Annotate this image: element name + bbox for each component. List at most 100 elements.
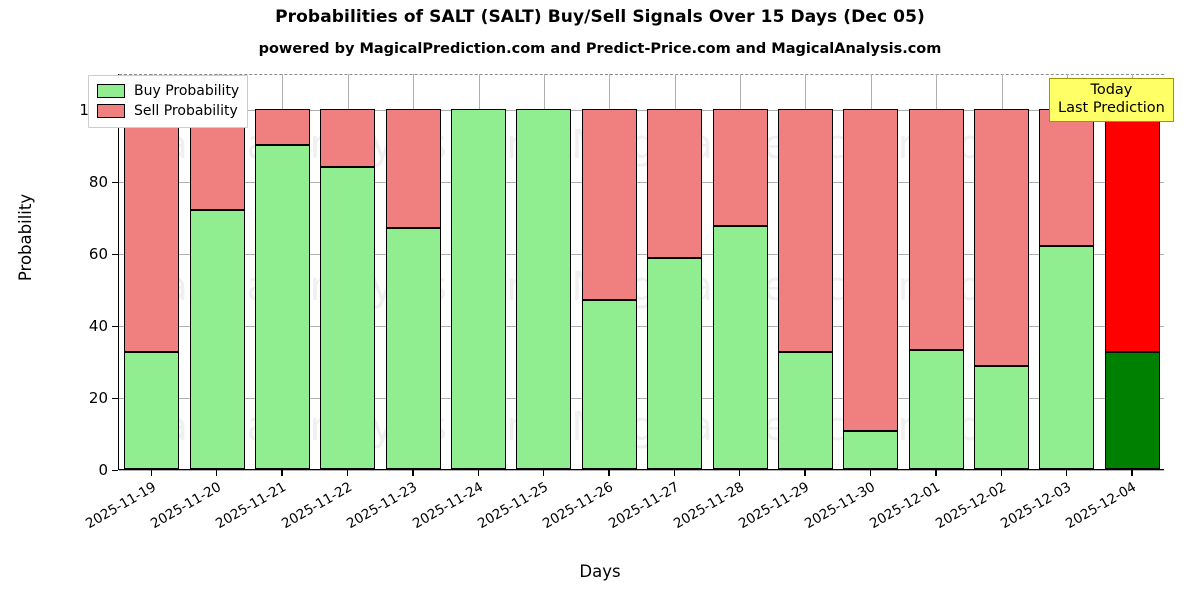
x-axis-tick-mark <box>1000 470 1002 476</box>
x-axis-tick-label: 2025-11-20 <box>148 479 225 533</box>
bar-segment-buy[interactable] <box>124 352 180 469</box>
bar-segment-sell[interactable] <box>843 109 899 432</box>
legend-item-buy[interactable]: Buy Probability <box>97 81 239 101</box>
x-axis-tick-mark <box>608 470 610 476</box>
bar-segment-sell[interactable] <box>1039 109 1095 246</box>
x-axis-tick-mark <box>412 470 414 476</box>
bar-segment-buy[interactable] <box>777 352 833 469</box>
x-axis-tick-label: 2025-11-28 <box>671 479 748 533</box>
bar[interactable] <box>908 73 964 469</box>
legend-label-buy: Buy Probability <box>134 83 240 99</box>
x-axis-tick-mark <box>281 470 283 476</box>
x-axis-tick-mark <box>804 470 806 476</box>
legend-label-sell: Sell Probability <box>134 103 238 119</box>
bar-segment-sell[interactable] <box>320 109 376 167</box>
bar-segment-buy[interactable] <box>581 299 637 469</box>
today-annotation-line1: Today <box>1090 82 1133 98</box>
grid-line-horizontal <box>119 182 1164 183</box>
bar[interactable] <box>385 73 441 469</box>
x-axis-tick-mark <box>739 470 741 476</box>
y-axis-tick-label: 80 <box>88 173 108 191</box>
bar[interactable] <box>254 73 310 469</box>
y-axis-label: Probability <box>16 193 36 282</box>
bar-segment-buy[interactable] <box>1104 352 1160 469</box>
x-axis-tick-label: 2025-12-03 <box>997 479 1074 533</box>
bar-segment-sell[interactable] <box>1104 109 1160 352</box>
x-axis-tick-mark <box>869 470 872 476</box>
reference-line <box>119 74 1164 75</box>
y-axis-tick-mark <box>112 254 118 256</box>
y-axis-tick-label: 60 <box>88 245 108 263</box>
bar[interactable] <box>647 73 703 469</box>
bar-segment-buy[interactable] <box>385 227 441 469</box>
x-axis-label: Days <box>579 562 621 581</box>
y-axis-tick-label: 0 <box>98 461 108 479</box>
bar[interactable] <box>189 73 245 469</box>
today-annotation: Today Last Prediction <box>1049 78 1174 123</box>
bar-segment-sell[interactable] <box>777 109 833 352</box>
bar[interactable] <box>516 73 572 469</box>
bar-segment-sell[interactable] <box>647 109 703 259</box>
bar[interactable] <box>843 73 899 469</box>
bar-segment-sell[interactable] <box>908 109 964 351</box>
today-annotation-line2: Last Prediction <box>1058 99 1165 116</box>
bar[interactable] <box>320 73 376 469</box>
x-axis-tick-mark <box>1065 470 1068 476</box>
y-axis-tick-label: 20 <box>88 389 108 407</box>
bar-segment-sell[interactable] <box>581 109 637 300</box>
y-axis-tick-mark <box>112 398 118 400</box>
bar-segment-sell[interactable] <box>254 109 310 145</box>
bar-segment-sell[interactable] <box>385 109 441 228</box>
bar-segment-buy[interactable] <box>712 226 768 469</box>
y-axis-tick-mark <box>112 470 118 472</box>
bar-segment-sell[interactable] <box>712 109 768 226</box>
bar[interactable] <box>712 73 768 469</box>
y-axis-tick-mark <box>112 326 118 328</box>
bar-segment-buy[interactable] <box>189 209 245 469</box>
bar-segment-buy[interactable] <box>974 366 1029 469</box>
bar-segment-buy[interactable] <box>254 145 310 469</box>
x-axis-tick-label: 2025-11-19 <box>82 479 159 533</box>
chart-subtitle: powered by MagicalPrediction.com and Pre… <box>258 41 942 57</box>
bar[interactable] <box>581 73 637 469</box>
grid-line-horizontal <box>119 398 1164 399</box>
x-axis-tick-label: 2025-12-01 <box>867 479 944 533</box>
chart-legend: Buy Probability Sell Probability <box>88 75 249 128</box>
bar-segment-buy[interactable] <box>843 431 899 469</box>
bar-segment-buy[interactable] <box>1039 245 1095 469</box>
legend-swatch-buy-icon <box>97 84 125 98</box>
y-axis-tick-label: 40 <box>88 317 108 335</box>
plot-area: MagicalAnalysis.comMagicalPrediction.com… <box>118 74 1164 471</box>
bar-segment-buy[interactable] <box>516 109 572 469</box>
x-axis-tick-mark <box>1131 470 1133 476</box>
bar[interactable] <box>1039 73 1095 469</box>
bar[interactable] <box>974 73 1029 469</box>
x-axis-tick-label: 2025-11-25 <box>474 479 551 533</box>
legend-swatch-sell-icon <box>97 104 125 118</box>
bar-segment-sell[interactable] <box>124 109 180 352</box>
bar[interactable] <box>124 73 180 469</box>
grid-line-horizontal <box>119 254 1164 255</box>
chart-title: Probabilities of SALT (SALT) Buy/Sell Si… <box>275 7 925 27</box>
bar[interactable] <box>777 73 833 469</box>
bars-layer <box>119 74 1164 469</box>
grid-line-horizontal <box>119 470 1164 471</box>
x-axis-tick-mark <box>150 470 153 476</box>
x-axis-tick-mark <box>935 470 937 476</box>
bar[interactable] <box>451 73 506 469</box>
legend-item-sell[interactable]: Sell Probability <box>97 101 239 121</box>
x-axis-tick-mark <box>477 470 479 476</box>
x-axis-tick-label: 2025-11-23 <box>344 479 421 533</box>
bar-segment-sell[interactable] <box>974 109 1029 367</box>
x-axis-tick-mark <box>542 470 545 476</box>
grid-line-horizontal <box>119 326 1164 327</box>
bar-today[interactable] <box>1104 73 1160 469</box>
x-axis-tick-mark <box>216 470 218 476</box>
x-axis-tick-mark <box>673 470 676 476</box>
bar-segment-buy[interactable] <box>908 350 964 469</box>
bar-segment-buy[interactable] <box>451 109 506 469</box>
bar-segment-buy[interactable] <box>647 258 703 469</box>
x-axis-tick-mark <box>346 470 349 476</box>
bar-segment-buy[interactable] <box>320 166 376 469</box>
